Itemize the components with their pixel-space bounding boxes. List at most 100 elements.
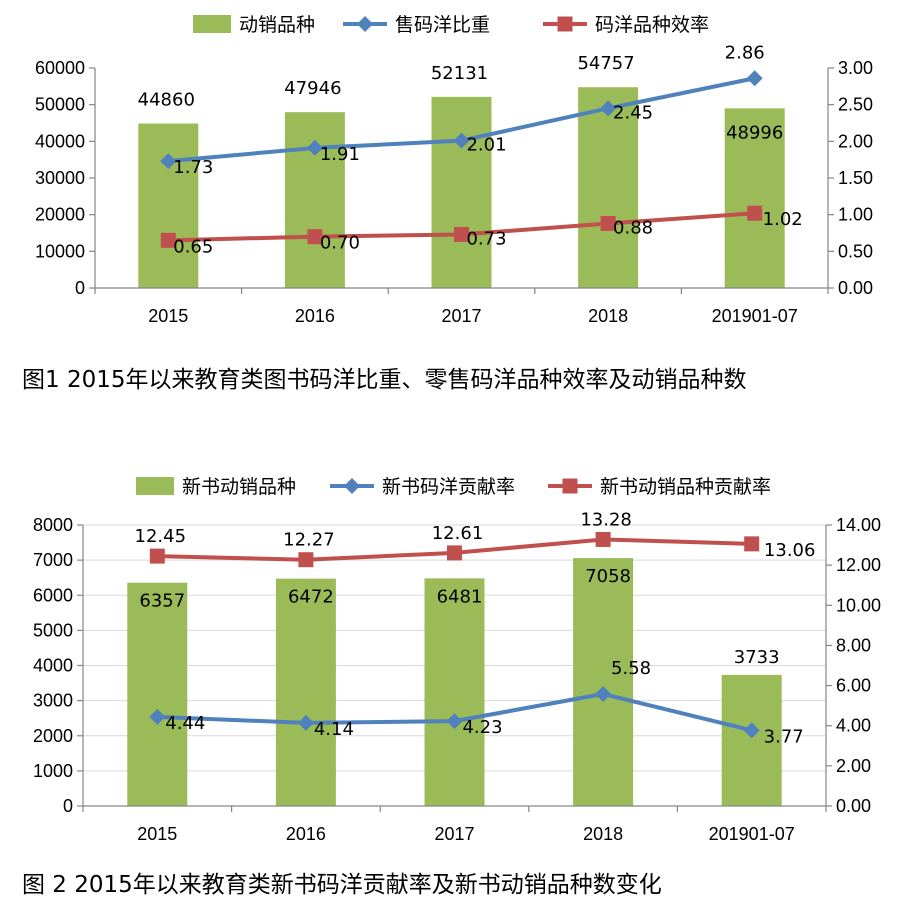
- legend-marker: [562, 478, 578, 494]
- y-left-tick-label: 3000: [33, 691, 73, 711]
- y-right-tick-label: 1.00: [838, 205, 873, 225]
- y-left-tick-label: 0: [75, 278, 85, 298]
- line-data-label: 2.86: [725, 42, 765, 63]
- x-tick-label: 2017: [434, 824, 474, 844]
- y-left-tick-label: 1000: [33, 761, 73, 781]
- x-tick-label: 2018: [583, 824, 623, 844]
- legend-label: 售码洋比重: [395, 14, 490, 36]
- line-data-label: 0.88: [613, 217, 653, 238]
- bar: [138, 123, 199, 288]
- line-data-label: 1.73: [173, 157, 213, 178]
- legend-label: 码洋品种效率: [595, 14, 709, 36]
- y-left-tick-label: 2000: [33, 726, 73, 746]
- figure-caption: 图 2 2015年以来教育类新书码洋贡献率及新书动销品种数变化: [22, 872, 662, 898]
- y-right-tick-label: 14.00: [836, 515, 881, 535]
- bar: [127, 582, 188, 806]
- line-data-label: 13.06: [764, 540, 816, 561]
- legend-swatch-bar: [136, 477, 174, 495]
- data-point: [747, 205, 763, 221]
- line-data-label: 0.73: [466, 228, 506, 249]
- figure-caption: 图1 2015年以来教育类图书码洋比重、零售码洋品种效率及动销品种数: [22, 367, 746, 393]
- line-data-label: 5.58: [611, 658, 651, 679]
- y-right-tick-label: 8.00: [836, 635, 871, 655]
- data-point: [453, 132, 470, 149]
- y-left-tick-label: 40000: [35, 131, 85, 151]
- data-point: [306, 139, 323, 156]
- line-data-label: 1.91: [320, 144, 360, 165]
- line-data-label: 4.23: [462, 717, 502, 738]
- y-right-tick-label: 0.50: [838, 241, 873, 261]
- legend-label: 动销品种: [239, 14, 315, 36]
- y-right-tick-label: 0.00: [836, 796, 871, 816]
- y-left-tick-label: 7000: [33, 550, 73, 570]
- y-left-tick-label: 20000: [35, 205, 85, 225]
- y-left-tick-label: 5000: [33, 620, 73, 640]
- data-point: [297, 714, 314, 731]
- bar-data-label: 44860: [138, 90, 195, 111]
- y-right-tick-label: 2.50: [838, 95, 873, 115]
- legend-marker: [357, 16, 373, 32]
- y-left-tick-label: 60000: [35, 58, 85, 78]
- x-tick-label: 2016: [295, 306, 335, 326]
- bar: [724, 108, 785, 289]
- line-data-label: 0.70: [320, 233, 360, 254]
- y-left-tick-label: 6000: [33, 585, 73, 605]
- data-point: [446, 713, 463, 730]
- x-tick-label: 2016: [286, 824, 326, 844]
- data-point: [600, 215, 616, 231]
- legend-label: 新书动销品种贡献率: [600, 476, 771, 498]
- data-point: [149, 548, 165, 564]
- legend-label: 新书码洋贡献率: [382, 476, 515, 498]
- y-left-tick-label: 4000: [33, 656, 73, 676]
- bar: [275, 578, 336, 806]
- y-right-tick-label: 4.00: [836, 716, 871, 736]
- x-tick-label: 2015: [148, 306, 188, 326]
- data-point: [595, 686, 612, 703]
- legend-marker: [344, 478, 360, 494]
- data-point: [160, 232, 176, 248]
- line-data-label: 1.02: [763, 209, 803, 230]
- bar-data-label: 6481: [437, 586, 483, 607]
- y-right-tick-label: 6.00: [836, 676, 871, 696]
- chart-1: 0 10000 20000 30000 40000 50000 60000 0.00 0.50 1…: [22, 14, 873, 393]
- data-point: [298, 552, 314, 568]
- y-left-tick-label: 8000: [33, 515, 73, 535]
- x-tick-label: 201901-07: [709, 824, 795, 844]
- data-point: [746, 70, 763, 87]
- y-right-tick-label: 1.50: [838, 168, 873, 188]
- line-data-label: 3.77: [764, 726, 804, 747]
- y-right-tick-label: 12.00: [836, 555, 881, 575]
- y-left-tick-label: 10000: [35, 241, 85, 261]
- line-data-label: 12.61: [432, 523, 484, 544]
- bar: [578, 87, 639, 288]
- chart-2: 0 1000 2000 3000 4000 5000 6000 7000 8000 0.00 2.0…: [22, 476, 881, 898]
- y-right-tick-label: 3.00: [838, 58, 873, 78]
- line-data-label: 13.28: [580, 509, 632, 530]
- data-point: [307, 229, 323, 245]
- legend-label: 新书动销品种: [182, 476, 296, 498]
- y-left-tick-label: 0: [63, 796, 73, 816]
- bar-data-label: 48996: [726, 122, 783, 143]
- bar: [721, 674, 782, 806]
- data-point: [743, 722, 760, 739]
- bar-data-label: 52131: [431, 63, 488, 84]
- y-right-tick-label: 0.00: [838, 278, 873, 298]
- bar-data-label: 3733: [734, 647, 780, 668]
- y-right-tick-label: 10.00: [836, 595, 881, 615]
- x-tick-label: 201901-07: [712, 306, 798, 326]
- y-left-tick-label: 50000: [35, 95, 85, 115]
- y-left-tick-label: 30000: [35, 168, 85, 188]
- data-point: [600, 100, 617, 117]
- line-data-label: 2.45: [613, 102, 653, 123]
- line-data-label: 0.65: [173, 236, 213, 257]
- x-tick-label: 2017: [441, 306, 481, 326]
- legend-swatch-bar: [193, 15, 231, 33]
- line-data-label: 4.14: [314, 719, 354, 740]
- bar-data-label: 7058: [585, 566, 631, 587]
- x-tick-label: 2018: [588, 306, 628, 326]
- data-point: [160, 153, 177, 170]
- bar: [424, 578, 485, 806]
- y-right-tick-label: 2.00: [836, 756, 871, 776]
- bar-data-label: 47946: [284, 78, 341, 99]
